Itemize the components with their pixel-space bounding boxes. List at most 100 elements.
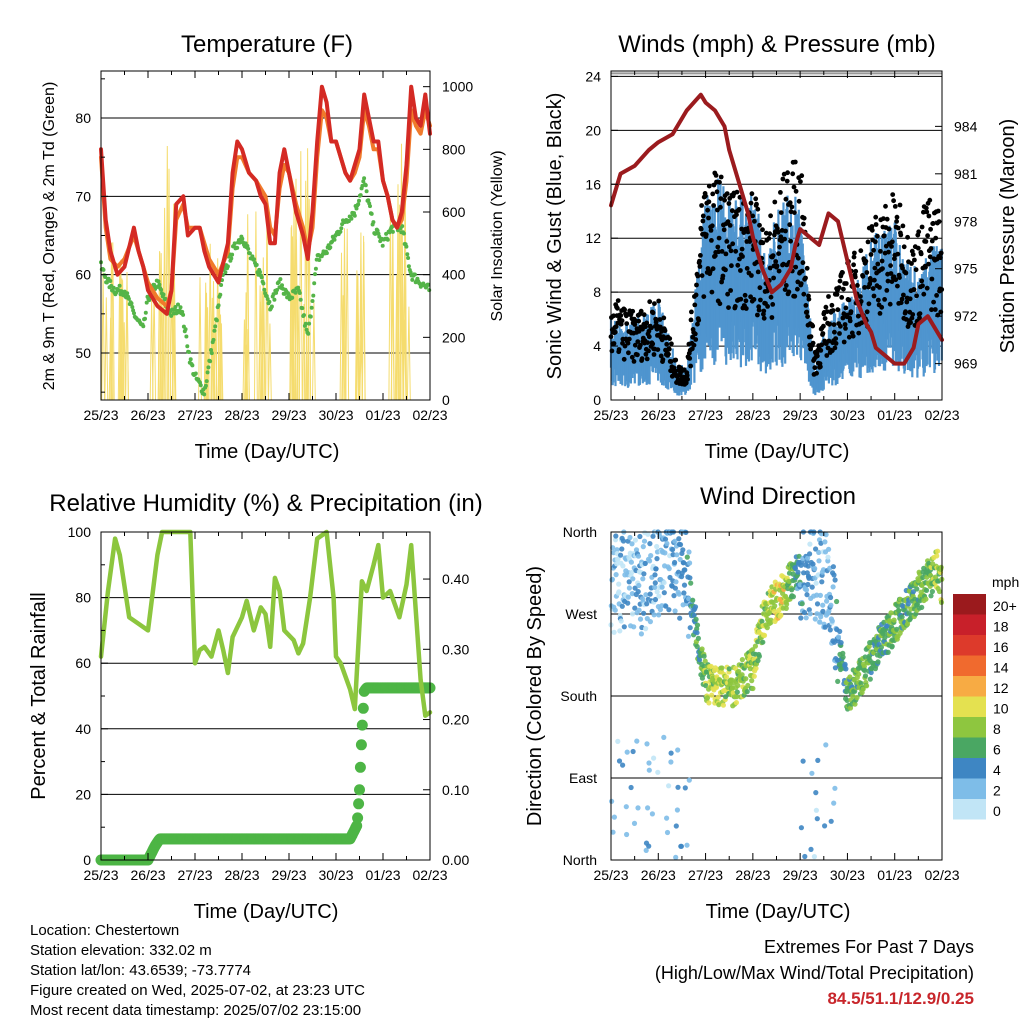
gust-point bbox=[910, 312, 916, 317]
dewpoint-point bbox=[366, 198, 371, 203]
legend-swatch bbox=[953, 655, 986, 676]
dewpoint-point bbox=[297, 291, 302, 295]
solar-spike bbox=[244, 344, 248, 401]
direction-point bbox=[614, 561, 620, 567]
dewpoint-point bbox=[410, 277, 415, 282]
solar-spike bbox=[161, 273, 166, 401]
legend-label: 16 bbox=[993, 639, 1009, 655]
solar-spike bbox=[109, 242, 114, 401]
dewpoint-point bbox=[232, 241, 237, 246]
gust-point bbox=[758, 297, 763, 303]
direction-point bbox=[767, 609, 773, 616]
dewpoint-point bbox=[349, 216, 354, 221]
gust-point bbox=[880, 266, 885, 271]
gust-point bbox=[784, 178, 790, 184]
wind-ytick-label: 0 bbox=[593, 392, 601, 408]
direction-point bbox=[635, 805, 641, 811]
direction-point bbox=[894, 626, 900, 632]
direction-point bbox=[843, 666, 849, 672]
direction-point bbox=[646, 767, 652, 773]
direction-point bbox=[624, 831, 630, 838]
direction-point bbox=[753, 665, 759, 672]
direction-point bbox=[935, 548, 941, 554]
gust-point bbox=[694, 282, 699, 288]
direction-point bbox=[803, 615, 809, 621]
direction-point bbox=[611, 629, 617, 635]
direction-point bbox=[819, 579, 825, 585]
direction-point bbox=[822, 539, 828, 545]
gust-point bbox=[782, 287, 788, 292]
gust-point bbox=[752, 218, 757, 224]
direction-point bbox=[798, 615, 804, 621]
gust-point bbox=[618, 313, 624, 318]
direction-point bbox=[835, 678, 841, 685]
direction-point bbox=[815, 757, 821, 764]
gust-point bbox=[835, 307, 841, 313]
dewpoint-point bbox=[363, 183, 368, 188]
dewpoint-point bbox=[229, 256, 234, 261]
direction-point bbox=[807, 611, 813, 617]
solar-spike bbox=[122, 322, 127, 401]
direction-point bbox=[647, 541, 653, 547]
gust-point bbox=[778, 190, 783, 195]
direction-point bbox=[701, 653, 707, 659]
dewpoint-point bbox=[202, 392, 207, 397]
gust-point bbox=[650, 310, 656, 316]
solar-spike bbox=[345, 228, 350, 401]
gust-point bbox=[652, 301, 657, 306]
direction-point bbox=[751, 673, 757, 679]
legend-swatch bbox=[953, 614, 986, 635]
direction-xtick-label: 02/23 bbox=[924, 867, 959, 883]
location-text: Location: Chestertown bbox=[30, 922, 180, 939]
direction-point bbox=[755, 639, 761, 645]
direction-point bbox=[734, 689, 740, 695]
direction-point bbox=[733, 700, 740, 706]
gust-point bbox=[696, 317, 702, 323]
direction-point bbox=[772, 603, 778, 609]
direction-point bbox=[663, 603, 669, 609]
gust-point bbox=[683, 380, 689, 386]
gust-point bbox=[717, 179, 722, 185]
direction-point bbox=[744, 689, 750, 695]
direction-point bbox=[807, 551, 813, 557]
direction-point bbox=[752, 643, 759, 649]
direction-point bbox=[620, 762, 626, 768]
direction-point bbox=[630, 611, 636, 617]
gust-point bbox=[925, 233, 930, 239]
gust-point bbox=[805, 314, 810, 319]
gust-point bbox=[875, 261, 881, 267]
gust-point bbox=[738, 296, 744, 302]
gust-point bbox=[858, 299, 864, 304]
dewpoint-point bbox=[400, 224, 405, 229]
direction-point bbox=[699, 646, 705, 652]
direction-point bbox=[889, 643, 895, 649]
direction-point bbox=[628, 559, 635, 565]
dewpoint-point bbox=[212, 328, 217, 333]
direction-point bbox=[799, 601, 805, 607]
solar-spike bbox=[254, 211, 258, 401]
gust-point bbox=[664, 341, 670, 347]
direction-point bbox=[749, 678, 755, 684]
direction-point bbox=[807, 541, 813, 547]
gust-point bbox=[711, 203, 716, 208]
gust-point bbox=[616, 347, 622, 352]
gust-point bbox=[783, 196, 789, 202]
direction-point bbox=[831, 800, 837, 806]
direction-point bbox=[616, 589, 622, 595]
gust-point bbox=[756, 307, 762, 313]
direction-point bbox=[736, 668, 742, 675]
gust-point bbox=[895, 283, 900, 289]
humidity-ticks: 0 20 40 60 80 100 0.00 0.10 0.20 0.30 0.40 25/23 26/… bbox=[68, 524, 470, 883]
wind-ylabel: Sonic Wind & Gust (Blue, Black) bbox=[544, 93, 566, 380]
gust-point bbox=[831, 322, 837, 327]
gust-point bbox=[708, 228, 714, 233]
gust-point bbox=[919, 278, 925, 284]
dewpoint-point bbox=[237, 240, 242, 245]
gust-point bbox=[938, 250, 944, 256]
legend-label: 6 bbox=[993, 742, 1001, 758]
temperature-title: Temperature (F) bbox=[181, 31, 353, 58]
direction-point bbox=[803, 587, 810, 593]
wind-xtick-label: 01/23 bbox=[877, 407, 912, 423]
dewpoint-point bbox=[262, 287, 267, 292]
